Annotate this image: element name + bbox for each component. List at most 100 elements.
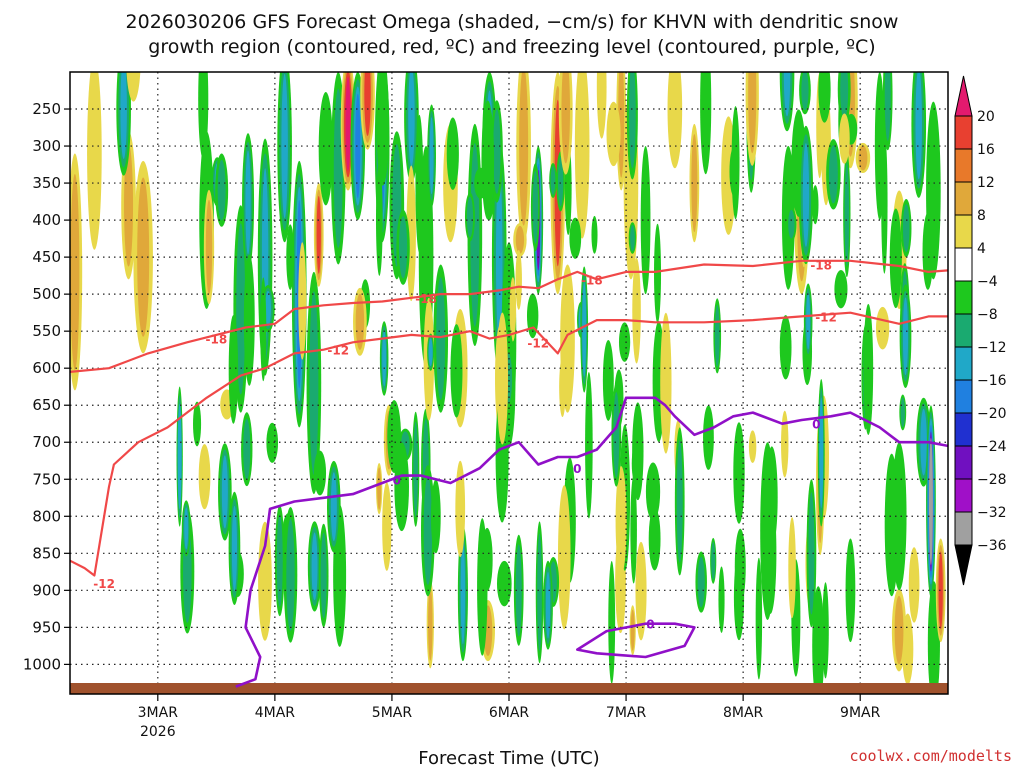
omega-cell	[428, 338, 433, 367]
omega-shading	[70, 72, 946, 694]
grid-lines	[70, 72, 948, 694]
omega-cell	[630, 475, 637, 584]
omega-cell	[606, 101, 621, 167]
omega-cell	[902, 204, 910, 253]
omega-cell	[779, 315, 792, 380]
omega-cell	[788, 517, 796, 619]
omega-cell	[429, 117, 434, 195]
y-tick-label: 550	[32, 322, 61, 340]
y-tick-label: 750	[32, 470, 61, 488]
colorbar-label: 4	[977, 241, 986, 257]
omega-cell	[875, 306, 890, 350]
y-tick-label: 250	[32, 100, 61, 118]
omega-cell	[532, 170, 539, 244]
omega-cell	[124, 144, 134, 267]
omega-cell	[198, 72, 209, 160]
omega-cell	[884, 72, 891, 141]
omega-cell	[839, 113, 850, 164]
omega-cell	[320, 532, 327, 619]
terrain-ground	[70, 683, 948, 694]
contour-label-freezing_blob: 0	[646, 618, 654, 632]
colorbar-segment	[954, 313, 973, 348]
colorbar-segment	[954, 115, 973, 150]
omega-cell	[87, 72, 102, 250]
omega-cell	[819, 397, 824, 509]
omega-cell	[316, 196, 321, 274]
omega-cell	[900, 397, 905, 428]
omega-cell	[436, 277, 446, 400]
omega-cell	[309, 291, 319, 475]
omega-cell	[781, 410, 789, 478]
contour-dgz_cold	[70, 259, 948, 373]
omega-cell	[645, 462, 661, 521]
omega-cell	[394, 442, 410, 532]
omega-cell	[481, 100, 495, 220]
omega-cell	[818, 72, 831, 123]
omega-cell	[258, 521, 272, 641]
x-axis-time: 3MAR 2026 4MAR 5MAR 6MAR 7MAR 8MAR 9MAR	[138, 694, 881, 740]
contour-label-dgz_warm: -12	[93, 577, 115, 591]
omega-cell	[377, 467, 382, 510]
y-tick-label: 700	[32, 433, 61, 451]
omega-cell	[660, 312, 672, 454]
credit-text: coolwx.com/modelts	[849, 747, 1012, 765]
omega-cell	[477, 518, 488, 656]
contours: -12 -12 -12 -12 -18 -18 -18 -18 0 0 0 0	[70, 259, 948, 688]
colorbar-label: −32	[977, 505, 1007, 521]
omega-cell	[493, 109, 501, 194]
omega-cell	[537, 533, 542, 651]
omega-cell	[783, 72, 791, 117]
x-tick-label: 9MAR	[840, 705, 881, 721]
omega-cell	[801, 72, 809, 111]
omega-cell	[559, 357, 566, 417]
y-tick-label: 600	[32, 359, 61, 377]
omega-cell	[345, 76, 351, 171]
colorbar-segment	[954, 346, 973, 381]
omega-cell	[408, 72, 415, 167]
omega-cell	[585, 372, 593, 519]
omega-cell	[430, 479, 441, 554]
omega-cell	[276, 514, 283, 607]
omega-cell	[243, 254, 255, 386]
colorbar-segment	[954, 511, 973, 546]
colorbar-label: −20	[977, 406, 1007, 422]
colorbar-label: 8	[977, 208, 986, 224]
omega-cell	[455, 460, 466, 558]
omega-cell	[760, 442, 775, 620]
omega-cell	[415, 114, 424, 253]
omega-cell	[618, 322, 631, 362]
omega-cell	[648, 507, 661, 571]
x-tick-year: 2026	[140, 724, 176, 740]
omega-cell	[602, 339, 614, 421]
colorbar-segment	[954, 247, 973, 282]
omega-cell	[515, 249, 522, 310]
omega-cell	[137, 177, 150, 337]
omega-cell	[428, 586, 433, 661]
omega-cell	[596, 72, 607, 139]
omega-cell	[205, 199, 213, 295]
omega-cell	[938, 551, 943, 630]
omega-cell	[863, 303, 874, 435]
colorbar-label: −4	[977, 274, 998, 290]
omega-cell	[70, 173, 80, 370]
x-tick-label: 4MAR	[255, 705, 296, 721]
y-tick-label: 400	[32, 211, 61, 229]
contour-label-dgz_cold: -18	[415, 292, 437, 306]
omega-cell	[330, 472, 337, 542]
colorbar-label: −16	[977, 373, 1007, 389]
y-tick-label: 300	[32, 137, 61, 155]
omega-cell	[364, 72, 371, 136]
contour-label-freezing: 0	[812, 418, 820, 432]
chart-title-line2: growth region (contoured, red, ºC) and f…	[148, 36, 875, 58]
contour-label-dgz_warm: -12	[527, 336, 549, 350]
omega-cell	[460, 541, 466, 645]
omega-cell	[630, 224, 635, 252]
x-tick-label: 3MAR	[138, 705, 179, 721]
omega-cell	[812, 586, 825, 694]
omega-cell	[526, 293, 539, 339]
omega-cell	[466, 196, 474, 238]
omega-cell	[413, 421, 418, 517]
colorbar-label: −8	[977, 307, 998, 323]
omega-cell	[858, 145, 868, 171]
omega-cell	[375, 162, 383, 276]
